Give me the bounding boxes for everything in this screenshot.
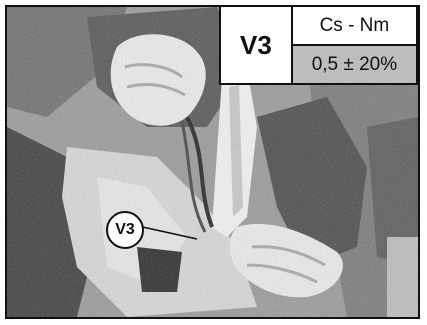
torque-value-cell: 0,5 ± 20% (290, 44, 418, 85)
figure-frame: V3 Cs - Nm 0,5 ± 20% V3 (5, 5, 420, 319)
screw-callout-label: V3 (106, 211, 144, 249)
callout-leader-line (137, 225, 198, 240)
torque-spec-table: V3 Cs - Nm 0,5 ± 20% (219, 7, 418, 85)
torque-unit-header: Cs - Nm (290, 7, 418, 46)
screw-id-cell: V3 (219, 7, 293, 85)
